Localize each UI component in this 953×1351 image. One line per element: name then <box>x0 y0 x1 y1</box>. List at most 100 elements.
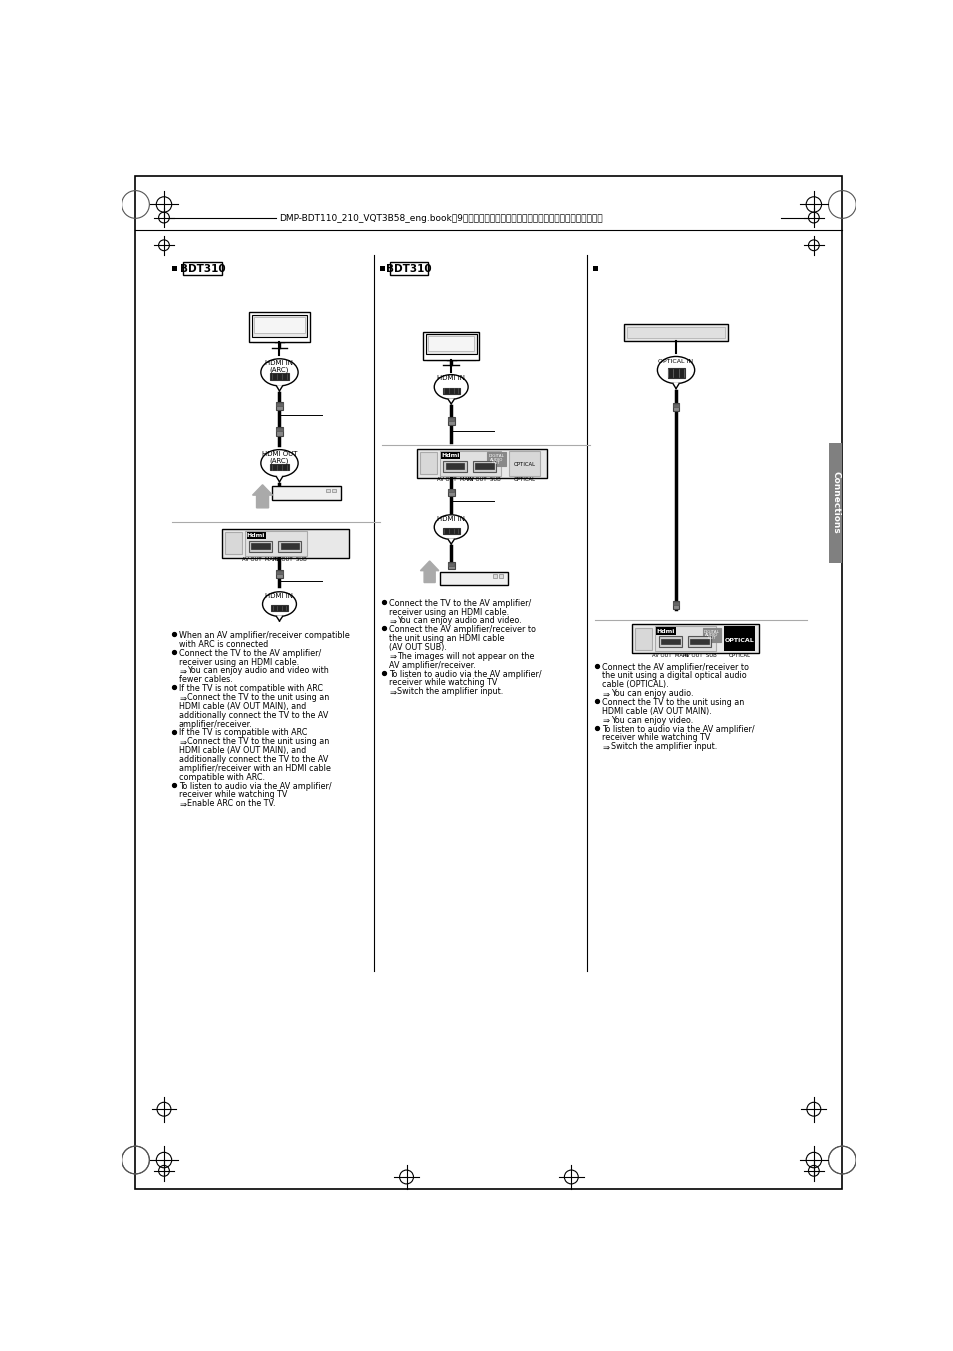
Text: HDMI cable (AV OUT MAIN), and: HDMI cable (AV OUT MAIN), and <box>178 703 306 711</box>
Bar <box>475 463 493 469</box>
Bar <box>270 463 289 470</box>
Bar <box>270 373 289 380</box>
Text: cable (OPTICAL).: cable (OPTICAL). <box>601 681 668 689</box>
Polygon shape <box>276 477 282 482</box>
FancyArrow shape <box>420 561 438 582</box>
Bar <box>278 540 301 551</box>
Bar <box>442 388 459 393</box>
Text: additionally connect the TV to the AV: additionally connect the TV to the AV <box>178 755 328 765</box>
Text: DMP-BDT110_210_VQT3B58_eng.book　9ページ　２０１１年５月１７日　火曜日　午後４時４３分: DMP-BDT110_210_VQT3B58_eng.book 9ページ ２０１… <box>279 215 602 223</box>
Polygon shape <box>448 539 454 544</box>
Bar <box>498 574 502 578</box>
Ellipse shape <box>260 450 297 477</box>
Text: (ARC): (ARC) <box>270 458 289 463</box>
Text: When an AV amplifier/receiver compatible: When an AV amplifier/receiver compatible <box>178 631 349 640</box>
Bar <box>225 532 242 554</box>
Text: ⇒: ⇒ <box>389 651 396 661</box>
Bar <box>252 543 270 549</box>
Text: HDMI IN: HDMI IN <box>265 359 294 366</box>
Text: AV OUT  SUB: AV OUT SUB <box>682 653 716 658</box>
Text: BDT310: BDT310 <box>386 265 431 274</box>
Text: You can enjoy audio and video with: You can enjoy audio and video with <box>187 666 329 676</box>
Bar <box>440 571 508 585</box>
Bar <box>634 628 651 650</box>
Text: You can enjoy audio.: You can enjoy audio. <box>610 689 693 698</box>
Text: HDMI IN: HDMI IN <box>436 516 465 521</box>
Bar <box>280 543 299 549</box>
Text: ⇒: ⇒ <box>602 716 609 724</box>
Bar <box>448 489 454 493</box>
Text: OPTICAL: OPTICAL <box>513 462 535 467</box>
Bar <box>592 266 598 272</box>
Bar <box>687 636 710 647</box>
Text: (ARC): (ARC) <box>270 366 289 373</box>
Polygon shape <box>448 400 454 404</box>
Text: (AV OUT SUB).: (AV OUT SUB). <box>389 643 446 653</box>
Bar <box>440 451 460 459</box>
Ellipse shape <box>434 515 468 539</box>
Bar <box>660 639 679 644</box>
Bar <box>442 528 459 534</box>
Bar <box>673 404 678 407</box>
Bar <box>508 451 539 476</box>
Text: HDMI IN: HDMI IN <box>265 593 294 598</box>
Text: OPTICAL: OPTICAL <box>513 477 535 482</box>
Bar <box>249 312 309 342</box>
Bar <box>623 324 727 340</box>
Bar <box>379 266 385 272</box>
Ellipse shape <box>262 592 296 616</box>
Bar <box>416 449 547 478</box>
Text: AUDIO: AUDIO <box>704 634 718 638</box>
Bar <box>631 624 758 654</box>
Text: AV OUT  MAIN: AV OUT MAIN <box>436 477 473 482</box>
Bar <box>247 532 266 539</box>
Text: AV OUT  MAIN: AV OUT MAIN <box>652 653 688 658</box>
Text: Connect the TV to the unit using an: Connect the TV to the unit using an <box>601 698 743 707</box>
Bar <box>439 451 500 476</box>
Text: ⇒: ⇒ <box>602 742 609 751</box>
Text: receiver while watching TV: receiver while watching TV <box>389 678 497 688</box>
Text: To listen to audio via the AV amplifier/: To listen to audio via the AV amplifier/ <box>601 724 754 734</box>
Text: Connections: Connections <box>830 471 840 534</box>
Text: amplifier/receiver.: amplifier/receiver. <box>178 720 253 728</box>
Bar <box>275 427 283 436</box>
Bar <box>447 562 455 570</box>
Ellipse shape <box>434 374 468 400</box>
Text: receiver using an HDMI cable.: receiver using an HDMI cable. <box>389 608 508 616</box>
Bar <box>626 327 724 338</box>
Text: OUT: OUT <box>707 636 716 640</box>
Text: amplifier/receiver with an HDMI cable: amplifier/receiver with an HDMI cable <box>178 763 330 773</box>
Bar <box>448 417 454 422</box>
Bar <box>447 489 455 496</box>
Text: Connect the TV to the unit using an: Connect the TV to the unit using an <box>187 738 329 746</box>
Text: Connect the AV amplifier/receiver to: Connect the AV amplifier/receiver to <box>389 626 536 634</box>
Text: AV OUT  MAIN: AV OUT MAIN <box>242 557 278 562</box>
Text: HDMI IN: HDMI IN <box>436 376 465 381</box>
Bar <box>723 627 754 651</box>
Text: AV OUT  SUB: AV OUT SUB <box>273 557 307 562</box>
Bar <box>447 417 455 424</box>
Polygon shape <box>672 384 679 389</box>
Ellipse shape <box>657 357 694 384</box>
Text: AUDIO: AUDIO <box>490 458 503 462</box>
Bar <box>654 627 716 651</box>
Text: HDMI OUT: HDMI OUT <box>261 451 297 457</box>
Bar <box>828 443 841 562</box>
Polygon shape <box>276 386 282 390</box>
Text: ⇒: ⇒ <box>389 688 396 696</box>
Bar <box>183 262 221 274</box>
Text: OPTICAL: OPTICAL <box>724 638 754 643</box>
Bar <box>425 334 476 354</box>
Text: Connect the TV to the AV amplifier/: Connect the TV to the AV amplifier/ <box>178 648 320 658</box>
Text: Switch the amplifier input.: Switch the amplifier input. <box>396 688 503 696</box>
Bar <box>325 489 329 493</box>
Text: The images will not appear on the: The images will not appear on the <box>396 651 534 661</box>
Bar <box>389 262 428 274</box>
Text: To listen to audio via the AV amplifier/: To listen to audio via the AV amplifier/ <box>389 670 541 678</box>
Ellipse shape <box>260 359 297 386</box>
Text: receiver using an HDMI cable.: receiver using an HDMI cable. <box>178 658 298 666</box>
Bar <box>673 601 678 605</box>
Text: Connect the TV to the unit using an: Connect the TV to the unit using an <box>187 693 329 703</box>
Bar <box>656 627 675 635</box>
Text: If the TV is compatible with ARC: If the TV is compatible with ARC <box>178 728 307 738</box>
